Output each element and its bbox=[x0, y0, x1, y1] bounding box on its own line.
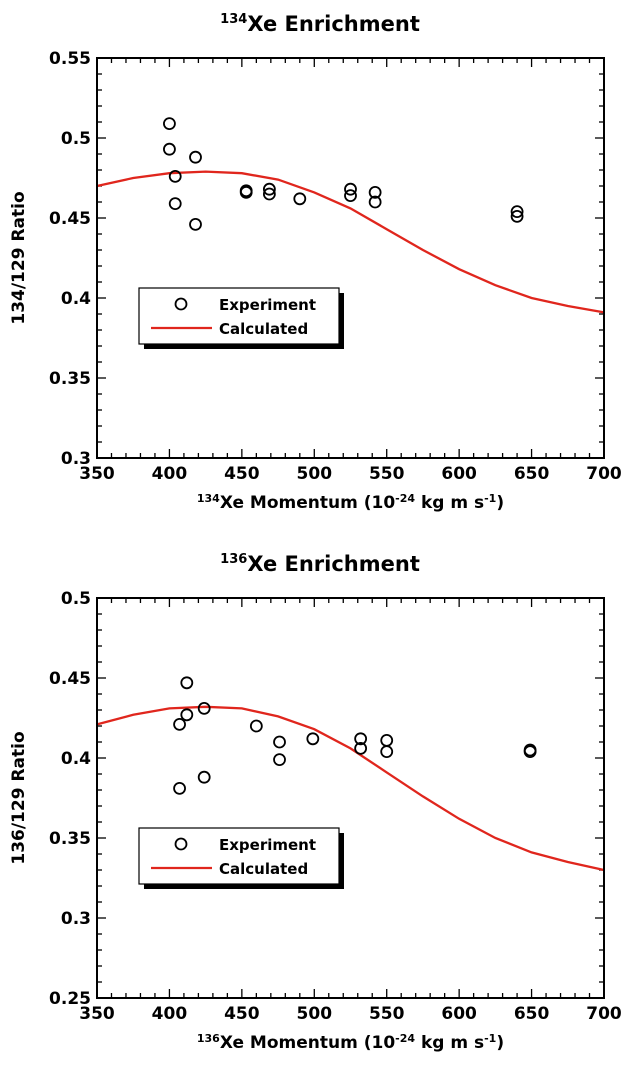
x-tick-label: 450 bbox=[224, 1004, 260, 1024]
x-axis-label-part: kg m s bbox=[415, 493, 484, 513]
y-axis-label: 136/129 Ratio bbox=[9, 731, 29, 864]
x-axis-label: 136Xe Momentum (10-24 kg m s-1) bbox=[197, 1032, 504, 1053]
experiment-point bbox=[273, 753, 286, 767]
experiment-point bbox=[344, 189, 357, 203]
chart-title: 134Xe Enrichment bbox=[0, 12, 640, 36]
experiment-point bbox=[368, 185, 382, 199]
x-axis-label-sup: -24 bbox=[395, 1032, 415, 1045]
experiment-point bbox=[173, 717, 186, 731]
experiment-point bbox=[239, 185, 253, 199]
x-tick-label: 700 bbox=[586, 464, 622, 484]
x-tick-label: 500 bbox=[297, 464, 333, 484]
y-tick-label: 0.35 bbox=[49, 829, 91, 849]
y-axis-label: 134/129 Ratio bbox=[9, 191, 29, 324]
experiment-point bbox=[368, 195, 382, 209]
x-axis-label-sup: 136 bbox=[197, 1032, 220, 1045]
x-tick-label: 450 bbox=[224, 464, 260, 484]
x-tick-label: 400 bbox=[152, 464, 188, 484]
plot-frame bbox=[96, 597, 605, 999]
chart-title: 136Xe Enrichment bbox=[0, 552, 640, 576]
legend-marker-experiment bbox=[174, 837, 188, 851]
y-tick-label: 0.5 bbox=[61, 129, 91, 149]
x-tick-label: 350 bbox=[79, 1004, 115, 1024]
experiment-point bbox=[163, 117, 176, 130]
experiment-point bbox=[197, 770, 211, 784]
experiment-point bbox=[344, 182, 357, 196]
x-tick-label: 400 bbox=[152, 1004, 188, 1024]
chart-134xe-enrichment: 134Xe Enrichment 350 400 450 500 550 600 650 70… bbox=[0, 12, 640, 513]
experiment-point bbox=[189, 217, 202, 231]
y-tick-label: 0.3 bbox=[61, 449, 91, 469]
experiment-point bbox=[354, 732, 368, 746]
legend-label-calculated: Calculated bbox=[219, 320, 308, 338]
y-tick-label: 0.45 bbox=[49, 669, 91, 689]
experiment-point bbox=[510, 209, 524, 223]
x-tick-label: 550 bbox=[369, 464, 405, 484]
experiment-point bbox=[523, 745, 537, 759]
y-tick-label: 0.35 bbox=[49, 369, 91, 389]
y-tick-label: 0.3 bbox=[61, 909, 91, 929]
x-tick-label: 550 bbox=[369, 1004, 405, 1024]
y-tick-label: 0.25 bbox=[49, 989, 91, 1009]
x-axis-label-part: ) bbox=[496, 1033, 504, 1053]
legend-box bbox=[138, 827, 340, 885]
legend-marker-experiment bbox=[174, 297, 188, 311]
x-tick-label: 650 bbox=[514, 464, 550, 484]
experiment-point bbox=[380, 745, 394, 759]
y-tick-label: 0.4 bbox=[61, 289, 91, 309]
chart-title-text: Xe Enrichment bbox=[247, 12, 420, 36]
plot-frame bbox=[96, 57, 605, 459]
chart-136xe-enrichment: 136Xe Enrichment 350 400 450 500 550 600 650 70… bbox=[0, 540, 640, 1080]
x-axis-label-part: Xe Momentum (10 bbox=[220, 493, 396, 513]
experiment-point bbox=[293, 192, 307, 206]
experiment-point bbox=[180, 708, 194, 722]
y-tick-label: 0.4 bbox=[61, 749, 91, 769]
x-axis-label-part: kg m s bbox=[415, 1033, 484, 1053]
x-axis-label-sup: 134 bbox=[197, 492, 220, 505]
legend-box bbox=[138, 287, 340, 345]
calculated-line bbox=[96, 170, 605, 314]
experiment-point bbox=[189, 150, 202, 164]
y-tick-label: 0.5 bbox=[61, 589, 91, 609]
x-tick-label: 700 bbox=[586, 1004, 622, 1024]
experiment-point bbox=[262, 182, 276, 196]
x-tick-label: 600 bbox=[441, 1004, 477, 1024]
x-axis-label-part: ) bbox=[496, 493, 504, 513]
x-tick-label: 650 bbox=[514, 1004, 550, 1024]
x-tick-label: 350 bbox=[79, 464, 115, 484]
x-axis-label-sup: -1 bbox=[484, 492, 496, 505]
experiment-point bbox=[173, 781, 186, 795]
experiment-point bbox=[197, 701, 211, 715]
x-axis-label-sup: -24 bbox=[395, 492, 415, 505]
legend-label-experiment: Experiment bbox=[219, 296, 316, 314]
legend-label-experiment: Experiment bbox=[219, 836, 316, 854]
chart-svg: 350 400 450 500 550 600 650 700 0.25 0.3 0.35 0.4 0.… bbox=[9, 589, 622, 1053]
experiment-point bbox=[168, 197, 182, 211]
experiment-point bbox=[249, 719, 263, 733]
experiment-point bbox=[380, 733, 394, 747]
x-axis-label-part: Xe Momentum (10 bbox=[220, 1033, 396, 1053]
experiment-point bbox=[306, 732, 320, 746]
x-axis-label: 134Xe Momentum (10-24 kg m s-1) bbox=[197, 492, 504, 513]
legend-label-calculated: Calculated bbox=[219, 860, 308, 878]
y-tick-label: 0.55 bbox=[49, 49, 91, 69]
experiment-point bbox=[262, 187, 276, 201]
experiment-point bbox=[273, 735, 286, 749]
experiment-point bbox=[180, 676, 194, 690]
x-axis-label-sup: -1 bbox=[484, 1032, 496, 1045]
chart-title-isotope: 136 bbox=[220, 552, 248, 567]
chart-svg: 350 400 450 500 550 600 650 700 0.3 0.35 0.4 0.45 0.… bbox=[9, 49, 622, 513]
experiment-point bbox=[354, 741, 368, 755]
y-tick-label: 0.45 bbox=[49, 209, 91, 229]
experiment-point bbox=[510, 205, 524, 219]
experiment-point bbox=[168, 169, 182, 183]
chart-title-isotope: 134 bbox=[220, 12, 248, 27]
x-tick-label: 500 bbox=[297, 1004, 333, 1024]
x-tick-label: 600 bbox=[441, 464, 477, 484]
chart-title-text: Xe Enrichment bbox=[247, 552, 420, 576]
experiment-point bbox=[163, 142, 176, 156]
calculated-line bbox=[96, 705, 605, 872]
